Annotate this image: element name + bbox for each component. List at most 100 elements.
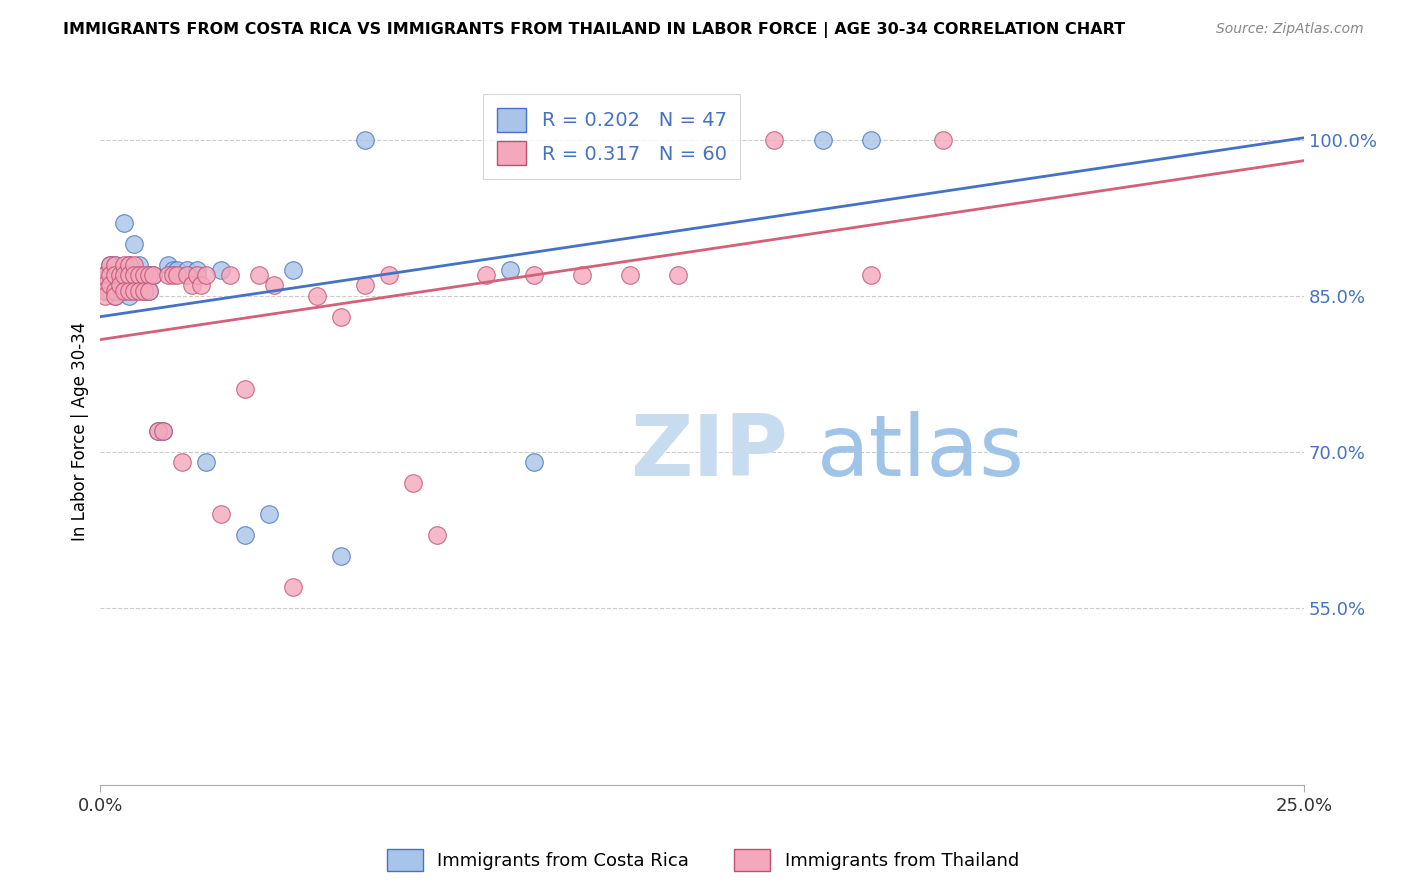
Point xyxy=(330,549,353,563)
Point xyxy=(619,268,641,282)
Point xyxy=(233,528,256,542)
Point xyxy=(128,268,150,282)
Point xyxy=(118,268,141,282)
Point xyxy=(98,268,121,282)
Point xyxy=(112,258,135,272)
Point xyxy=(195,455,218,469)
Point xyxy=(156,258,179,272)
Point xyxy=(128,284,150,298)
Point xyxy=(104,268,127,282)
Point xyxy=(122,268,145,282)
Point xyxy=(162,263,184,277)
Point xyxy=(152,424,174,438)
Point xyxy=(138,284,160,298)
Point xyxy=(128,268,150,282)
Point xyxy=(281,263,304,277)
Point xyxy=(112,278,135,293)
Point xyxy=(98,258,121,272)
Text: IMMIGRANTS FROM COSTA RICA VS IMMIGRANTS FROM THAILAND IN LABOR FORCE | AGE 30-3: IMMIGRANTS FROM COSTA RICA VS IMMIGRANTS… xyxy=(63,22,1125,38)
Point xyxy=(122,258,145,272)
Point xyxy=(354,133,377,147)
Point xyxy=(138,268,160,282)
Point xyxy=(402,476,425,491)
Point xyxy=(166,263,188,277)
Point xyxy=(98,284,121,298)
Point xyxy=(523,268,546,282)
Point xyxy=(257,508,280,522)
Point xyxy=(233,383,256,397)
Text: atlas: atlas xyxy=(817,411,1025,494)
Point xyxy=(146,424,169,438)
Point xyxy=(247,268,270,282)
Point xyxy=(190,278,212,293)
Point xyxy=(94,268,117,282)
Point xyxy=(98,258,121,272)
Point xyxy=(180,278,202,293)
Point xyxy=(162,268,184,282)
Point xyxy=(330,310,353,324)
Point xyxy=(128,258,150,272)
Point xyxy=(354,278,377,293)
Point xyxy=(166,268,188,282)
Point xyxy=(94,278,117,293)
Point xyxy=(763,133,786,147)
Point xyxy=(142,268,165,282)
Point xyxy=(132,268,155,282)
Point xyxy=(172,455,194,469)
Point xyxy=(498,263,520,277)
Point xyxy=(932,133,955,147)
Point xyxy=(104,258,127,272)
Point xyxy=(186,268,208,282)
Point xyxy=(132,278,155,293)
Point xyxy=(378,268,401,282)
Legend: R = 0.202   N = 47, R = 0.317   N = 60: R = 0.202 N = 47, R = 0.317 N = 60 xyxy=(484,95,740,178)
Point xyxy=(523,455,546,469)
Point xyxy=(474,268,496,282)
Point xyxy=(112,268,135,282)
Point xyxy=(122,268,145,282)
Point xyxy=(94,268,117,282)
Point xyxy=(195,268,218,282)
Point xyxy=(138,268,160,282)
Point xyxy=(263,278,285,293)
Point xyxy=(112,216,135,230)
Point xyxy=(132,284,155,298)
Point xyxy=(108,268,131,282)
Point xyxy=(108,278,131,293)
Point xyxy=(859,268,882,282)
Point xyxy=(138,284,160,298)
Point xyxy=(108,268,131,282)
Point xyxy=(112,268,135,282)
Point xyxy=(118,258,141,272)
Point xyxy=(132,284,155,298)
Point xyxy=(666,268,689,282)
Point xyxy=(156,268,179,282)
Point xyxy=(209,508,232,522)
Point xyxy=(305,289,328,303)
Point xyxy=(94,284,117,298)
Point xyxy=(426,528,449,542)
Point xyxy=(152,424,174,438)
Point xyxy=(176,268,198,282)
Point xyxy=(142,268,165,282)
Point xyxy=(146,424,169,438)
Point xyxy=(219,268,242,282)
Point xyxy=(94,289,117,303)
Point xyxy=(104,289,127,303)
Point xyxy=(281,580,304,594)
Point xyxy=(122,236,145,251)
Point xyxy=(209,263,232,277)
Point xyxy=(94,284,117,298)
Point xyxy=(186,263,208,277)
Y-axis label: In Labor Force | Age 30-34: In Labor Force | Age 30-34 xyxy=(72,321,89,541)
Point xyxy=(112,284,135,298)
Point xyxy=(104,268,127,282)
Point xyxy=(104,284,127,298)
Point xyxy=(811,133,834,147)
Legend: Immigrants from Costa Rica, Immigrants from Thailand: Immigrants from Costa Rica, Immigrants f… xyxy=(380,842,1026,879)
Point xyxy=(104,289,127,303)
Point xyxy=(118,258,141,272)
Point xyxy=(104,258,127,272)
Point xyxy=(118,268,141,282)
Text: Source: ZipAtlas.com: Source: ZipAtlas.com xyxy=(1216,22,1364,37)
